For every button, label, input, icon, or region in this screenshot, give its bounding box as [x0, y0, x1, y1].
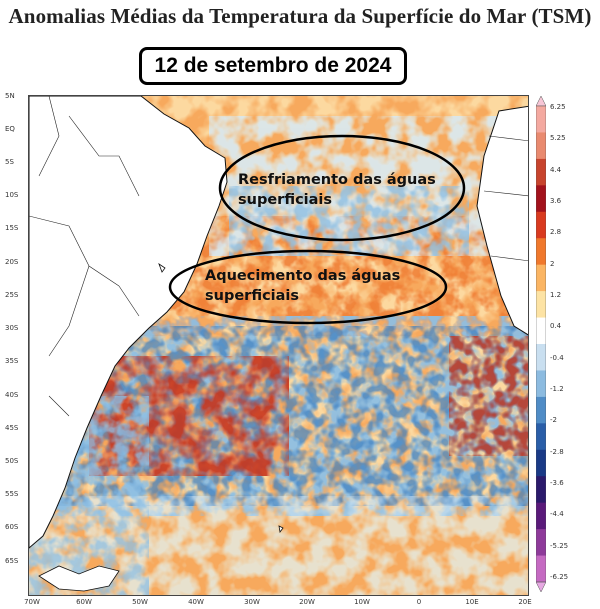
islands-south — [38, 262, 284, 592]
lon-label-30w: 30W — [244, 598, 260, 606]
colorbar-tick-label: -6.25 — [550, 573, 569, 581]
colorbar-tick-label: -4.4 — [550, 510, 564, 519]
colorbar-segment — [536, 529, 546, 557]
colorbar-tick-label: 3.6 — [550, 197, 562, 205]
lat-label-45s: 45S — [5, 424, 19, 432]
colorbar-tick-label: 0.4 — [550, 322, 562, 331]
colorbar-segment — [536, 555, 546, 583]
lon-label-10w: 10W — [354, 598, 370, 606]
warming-line-2: superficiais — [205, 288, 300, 304]
lon-label-10e: 10E — [465, 598, 479, 606]
colorbar-tick-label: 2 — [550, 259, 555, 268]
colorbar-segment — [536, 158, 546, 186]
colorbar-segment — [536, 106, 546, 133]
lon-label-60w: 60W — [76, 598, 92, 606]
lon-label-0: 0 — [416, 598, 422, 606]
colorbar-tick-label: -1.2 — [550, 385, 564, 393]
lat-label-55s: 55S — [5, 490, 19, 498]
south-america-coastline — [29, 96, 228, 549]
lat-label-15s: 15S — [5, 224, 19, 232]
colorbar-segment — [536, 370, 546, 398]
lat-label-20s: 20S — [5, 258, 19, 266]
colorbar — [536, 96, 546, 592]
colorbar-tick-label: -2.8 — [550, 447, 564, 456]
colorbar-bottom-arrow — [536, 581, 546, 592]
colorbar-segment — [536, 502, 546, 530]
hot-southeast — [449, 336, 528, 456]
lat-label-60s: 60S — [5, 523, 19, 531]
colorbar-tick-label: 1.2 — [550, 291, 562, 299]
colorbar-tick-label: -3.6 — [550, 479, 564, 487]
warming-annotation: Aquecimento das águas superficiais — [205, 266, 400, 306]
lat-label-10s: 10S — [5, 191, 19, 199]
cooling-line-2: superficiais — [238, 192, 333, 208]
colorbar-tick-label: -5.25 — [550, 541, 569, 550]
colorbar-tick-label: 5.25 — [550, 134, 566, 143]
colorbar-top-arrow — [536, 96, 546, 107]
lon-label-40w: 40W — [188, 598, 204, 606]
lat-label-50s: 50S — [5, 457, 19, 465]
colorbar-tick-label: 4.4 — [550, 165, 562, 174]
lat-label-40s: 40S — [5, 391, 19, 399]
colorbar-segment — [536, 211, 546, 239]
map-title: Anomalias Médias da Temperatura da Super… — [8, 4, 592, 28]
warming-line-1: Aquecimento das águas — [205, 268, 401, 284]
lat-label-5s: 5S — [5, 158, 14, 166]
colorbar-segment — [536, 185, 546, 213]
lat-label-25s: 25S — [5, 291, 19, 299]
colorbar-segment — [536, 476, 546, 504]
colorbar-segment — [536, 238, 546, 266]
colorbar-segment — [536, 291, 546, 319]
cooling-annotation: Resfriamento das águas superficiais — [238, 170, 436, 210]
colorbar-tick-label: 6.25 — [550, 103, 566, 111]
lat-label-30s: 30S — [5, 324, 19, 332]
lon-label-20w: 20W — [299, 598, 315, 606]
lat-label-35s: 35S — [5, 357, 19, 365]
colorbar-tick-label: 2.8 — [550, 228, 562, 237]
africa-coastline — [476, 105, 528, 336]
colorbar-tick-label: -0.4 — [550, 353, 564, 362]
colorbar-segment — [536, 423, 546, 451]
colorbar-tick-label: -2 — [550, 416, 557, 425]
colorbar-segment — [536, 396, 546, 424]
country-borders — [29, 96, 528, 417]
lat-label-65s: 65S — [5, 557, 19, 565]
colorbar-segment — [536, 132, 546, 160]
lat-label-eq: EQ — [5, 125, 15, 133]
lon-label-50w: 50W — [132, 598, 148, 606]
lon-label-70w: 70W — [24, 598, 40, 606]
colorbar-segment — [536, 317, 546, 345]
lon-label-20e: 20E — [518, 598, 532, 606]
colorbar-segment — [536, 344, 546, 371]
date-label: 12 de setembro de 2024 — [139, 47, 407, 85]
colorbar-segment — [536, 449, 546, 477]
colorbar-segment — [536, 264, 546, 292]
colorbar-frame — [536, 105, 546, 583]
lat-label-5n: 5N — [5, 92, 15, 100]
cooling-line-1: Resfriamento das águas — [238, 172, 436, 188]
